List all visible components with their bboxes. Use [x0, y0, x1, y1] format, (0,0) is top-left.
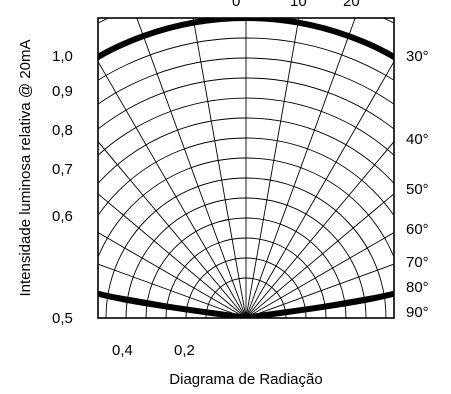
top-angle-label: 10 [290, 0, 307, 10]
grid-spoke [245, 18, 356, 318]
grid-spoke [192, 18, 247, 318]
right-angle-label: 30° [406, 48, 429, 65]
grid-ring [125, 197, 367, 318]
bottom-axis-labels: 0,4 0,2 [112, 342, 195, 359]
grid-spoke [98, 60, 247, 318]
grid-ring [105, 177, 387, 318]
grid-spoke [245, 232, 394, 318]
grid-spoke [98, 193, 247, 318]
right-angle-labels: 30° 40° 50° 60° 70° 80° 90° [406, 48, 429, 321]
emission-curve [98, 18, 394, 318]
left-axis-label: 0,5 [52, 310, 73, 327]
grid-ring [98, 137, 394, 217]
top-angle-label: 20 [343, 0, 360, 10]
x-axis-title: Diagrama de Radiação [169, 371, 322, 388]
grid-ring [98, 117, 394, 185]
left-axis-label: 0,6 [52, 208, 73, 225]
grid-spoke [245, 140, 394, 318]
grid-ring [98, 57, 394, 105]
grid-ring [205, 277, 287, 318]
right-angle-label: 40° [406, 131, 429, 148]
right-angle-label: 90° [406, 304, 429, 321]
right-angle-label: 70° [406, 254, 429, 271]
grid-spoke [245, 193, 394, 318]
curve-layer [98, 18, 394, 318]
right-angle-label: 50° [406, 181, 429, 198]
bottom-axis-label: 0,4 [112, 342, 133, 359]
grid-ring [185, 257, 307, 318]
left-axis-label: 0,7 [52, 161, 73, 178]
right-angle-label: 60° [406, 221, 429, 238]
grid-spoke [245, 263, 394, 318]
grid-ring [145, 217, 347, 318]
grid-spoke [245, 18, 300, 318]
left-axis-label: 0,9 [52, 83, 73, 100]
grid-ring [165, 237, 327, 318]
left-axis-labels: 1,0 0,9 0,8 0,7 0,6 0,5 [52, 48, 73, 327]
left-axis-label: 0,8 [52, 122, 73, 139]
grid-spoke [245, 60, 394, 318]
grid-spoke [136, 18, 247, 318]
grid-ring [98, 77, 394, 130]
left-axis-label: 1,0 [52, 48, 73, 65]
grid-ring [98, 157, 394, 259]
grid-ring [98, 97, 394, 156]
bottom-axis-label: 0,2 [174, 342, 195, 359]
top-angle-label: 0 [232, 0, 240, 10]
grid-spoke [98, 140, 247, 318]
y-axis-title: Intensidade luminosa relativa @ 20mA [17, 39, 34, 296]
grid-ring [98, 37, 394, 81]
top-angle-labels: 0 10 20 [232, 0, 360, 10]
right-angle-label: 80° [406, 279, 429, 296]
plot-frame [97, 17, 395, 319]
polar-grid [98, 18, 394, 318]
grid-spoke [98, 263, 247, 318]
grid-spoke [98, 232, 247, 318]
